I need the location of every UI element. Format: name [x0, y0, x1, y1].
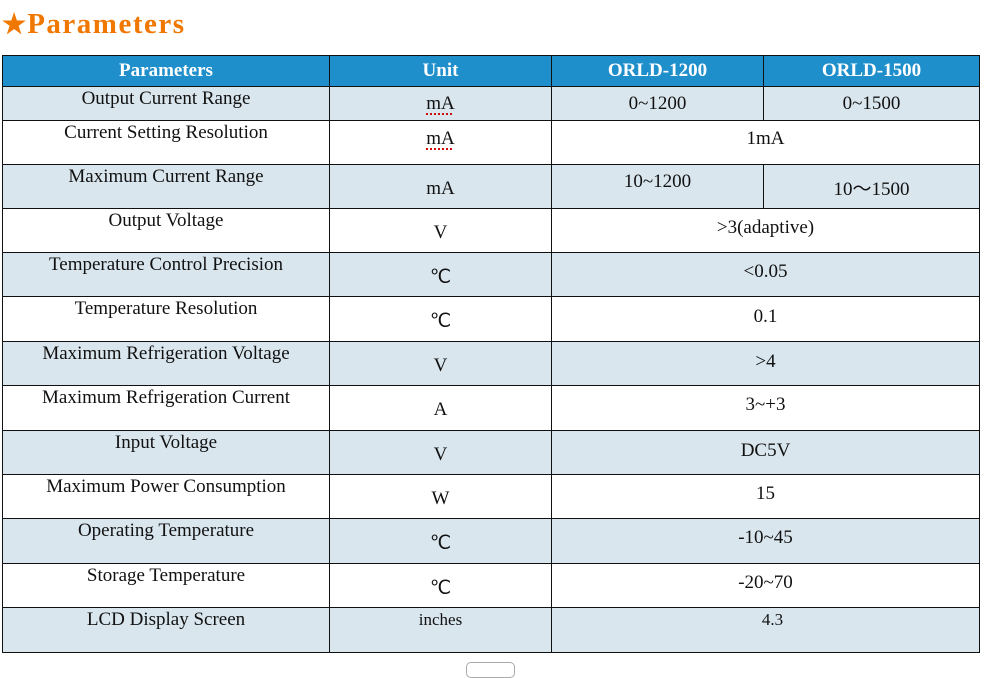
unit-cell: ℃	[329, 563, 552, 608]
value-cell: -20~70	[551, 563, 980, 608]
table-row: Output Voltage V >3(adaptive)	[2, 208, 980, 253]
param-cell: Maximum Current Range	[2, 164, 330, 209]
value-cell: 4.3	[551, 607, 980, 653]
value-cell-orld-1500: 0~1500	[763, 86, 980, 121]
param-cell: Output Current Range	[2, 86, 330, 121]
value-cell: 3~+3	[551, 385, 980, 431]
param-cell: Input Voltage	[2, 430, 330, 475]
param-cell: Current Setting Resolution	[2, 120, 330, 165]
unit-cell: mA	[329, 164, 552, 209]
param-cell: Maximum Refrigeration Voltage	[2, 341, 330, 386]
param-cell: Maximum Refrigeration Current	[2, 385, 330, 431]
unit-cell: V	[329, 430, 552, 475]
unit-cell: ℃	[329, 518, 552, 564]
value-cell-orld-1200: 0~1200	[551, 86, 764, 121]
unit-cell: V	[329, 208, 552, 253]
value-cell: >4	[551, 341, 980, 386]
param-cell: Operating Temperature	[2, 518, 330, 564]
unit-cell: V	[329, 341, 552, 386]
value-cell: DC5V	[551, 430, 980, 475]
param-cell: Temperature Resolution	[2, 296, 330, 342]
table-row: LCD Display Screen inches 4.3	[2, 607, 980, 653]
value-cell-orld-1500: 10～1500	[763, 164, 980, 209]
unit-cell: W	[329, 474, 552, 519]
table-row: Temperature Control Precision ℃ <0.05	[2, 252, 980, 297]
value-cell: <0.05	[551, 252, 980, 297]
value-cell: 1mA	[551, 120, 980, 165]
unit-text: mA	[426, 93, 455, 114]
value-cell-orld-1200: 10~1200	[551, 164, 764, 209]
table-row: Operating Temperature ℃ -10~45	[2, 518, 980, 564]
param-cell: Output Voltage	[2, 208, 330, 253]
param-cell: Storage Temperature	[2, 563, 330, 608]
parameters-table: Parameters Unit ORLD-1200 ORLD-1500 Outp…	[2, 55, 980, 653]
param-cell: LCD Display Screen	[2, 607, 330, 653]
value-cell: 15	[551, 474, 980, 519]
table-row: Temperature Resolution ℃ 0.1	[2, 296, 980, 342]
value-cell: 0.1	[551, 296, 980, 342]
unit-cell: mA	[329, 86, 552, 121]
table-row: Maximum Current Range mA 10~1200 10～1500	[2, 164, 980, 209]
unit-cell: ℃	[329, 296, 552, 342]
header-orld-1200: ORLD-1200	[551, 55, 764, 87]
header-parameters: Parameters	[2, 55, 330, 87]
table-row: Maximum Power Consumption W 15	[2, 474, 980, 519]
param-cell: Temperature Control Precision	[2, 252, 330, 297]
table-header-row: Parameters Unit ORLD-1200 ORLD-1500	[2, 55, 980, 87]
star-icon: ★	[2, 9, 27, 39]
value-cell: -10~45	[551, 518, 980, 564]
table-row: Maximum Refrigeration Current A 3~+3	[2, 385, 980, 431]
unit-cell: A	[329, 385, 552, 431]
scroll-top-button[interactable]	[466, 662, 515, 678]
unit-cell: inches	[329, 607, 552, 653]
table-row: Current Setting Resolution mA 1mA	[2, 120, 980, 165]
unit-text: mA	[426, 128, 455, 149]
section-title: ★ Parameters	[2, 4, 186, 44]
param-cell: Maximum Power Consumption	[2, 474, 330, 519]
header-unit: Unit	[329, 55, 552, 87]
table-row: Input Voltage V DC5V	[2, 430, 980, 475]
unit-cell: mA	[329, 120, 552, 165]
unit-cell: ℃	[329, 252, 552, 297]
section-title-text: Parameters	[27, 8, 186, 40]
table-row: Storage Temperature ℃ -20~70	[2, 563, 980, 608]
table-row: Output Current Range mA 0~1200 0~1500	[2, 86, 980, 121]
table-row: Maximum Refrigeration Voltage V >4	[2, 341, 980, 386]
header-orld-1500: ORLD-1500	[763, 55, 980, 87]
value-cell: >3(adaptive)	[551, 208, 980, 253]
